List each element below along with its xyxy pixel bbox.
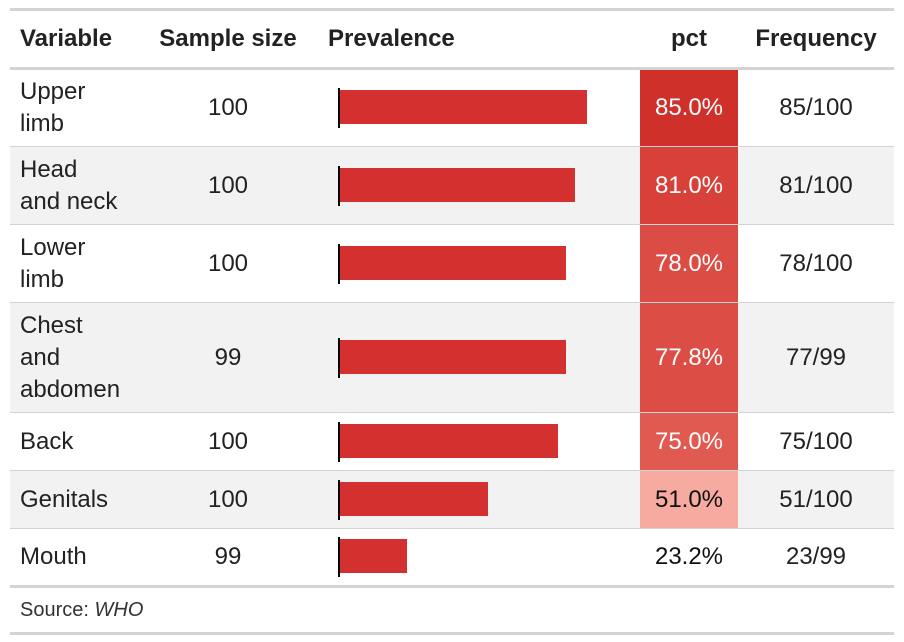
cell-variable: Upper limb xyxy=(10,68,138,147)
variable-label-line: and neck xyxy=(20,187,118,215)
prevalence-bar xyxy=(340,423,558,458)
prevalence-bar-track xyxy=(338,337,628,378)
variable-label-line: Head xyxy=(20,155,78,183)
variable-label-line: Mouth xyxy=(20,543,87,570)
prevalence-bar xyxy=(340,167,575,202)
bar-baseline xyxy=(338,479,340,520)
cell-variable: Chest and abdomen xyxy=(10,302,138,413)
cell-pct: 51.0% xyxy=(640,470,738,529)
cell-sample-size: 99 xyxy=(138,528,318,587)
cell-frequency: 85/100 xyxy=(738,68,894,147)
prevalence-bar-track xyxy=(338,243,628,284)
cell-pct: 75.0% xyxy=(640,412,738,471)
cell-prevalence xyxy=(318,68,640,147)
cell-frequency: 75/100 xyxy=(738,412,894,471)
cell-frequency: 78/100 xyxy=(738,224,894,303)
cell-frequency: 81/100 xyxy=(738,146,894,225)
cell-prevalence xyxy=(318,302,640,413)
source-prefix: Source: xyxy=(20,599,89,621)
prevalence-bar-track xyxy=(338,479,628,520)
variable-label-line: Genitals xyxy=(20,485,109,513)
variable-label-line: limb xyxy=(20,265,65,293)
table-row: Upper limb 100 85.0% 85/100 xyxy=(10,68,894,147)
column-header-sample-size: Sample size xyxy=(159,25,297,52)
prevalence-bar-track xyxy=(338,165,628,206)
cell-variable: Genitals xyxy=(10,470,138,529)
source-note: Source: WHO xyxy=(10,585,894,635)
prevalence-bar xyxy=(340,245,566,280)
source-row: Source: WHO xyxy=(10,585,894,635)
variable-label-line: and xyxy=(20,343,61,371)
cell-pct: 81.0% xyxy=(640,146,738,225)
cell-variable: Head and neck xyxy=(10,146,138,225)
cell-sample-size: 100 xyxy=(138,224,318,303)
bar-baseline xyxy=(338,165,340,206)
cell-sample-size: 100 xyxy=(138,146,318,225)
cell-frequency: 77/99 xyxy=(738,302,894,413)
table-row: Chest and abdomen 99 77.8% 77/99 xyxy=(10,302,894,413)
cell-prevalence xyxy=(318,470,640,529)
cell-prevalence xyxy=(318,412,640,471)
prevalence-bar-track xyxy=(338,537,628,577)
cell-pct: 23.2% xyxy=(640,528,738,587)
column-header-prevalence: Prevalence xyxy=(328,25,455,52)
bar-baseline xyxy=(338,337,340,378)
cell-variable: Mouth xyxy=(10,528,138,587)
variable-label-line: limb xyxy=(20,110,65,137)
cell-pct: 78.0% xyxy=(640,224,738,303)
variable-label-line: Upper xyxy=(20,78,86,105)
variable-label-line: Chest xyxy=(20,311,83,339)
prevalence-bar-track xyxy=(338,421,628,462)
header-row: Variable Sample size Prevalence pct Freq… xyxy=(10,9,894,69)
cell-prevalence xyxy=(318,224,640,303)
cell-sample-size: 100 xyxy=(138,470,318,529)
table-body: Upper limb 100 85.0% 85/100 Head and neck 100 81… xyxy=(10,68,894,587)
prevalence-table-container: Variable Sample size Prevalence pct Freq… xyxy=(10,8,894,635)
table-row: Genitals 100 51.0% 51/100 xyxy=(10,470,894,529)
cell-prevalence xyxy=(318,146,640,225)
variable-label-line: abdomen xyxy=(20,375,121,403)
variable-label-line: Back xyxy=(20,427,74,455)
column-header-frequency: Frequency xyxy=(755,25,877,52)
prevalence-bar xyxy=(340,539,407,573)
prevalence-bar xyxy=(340,339,566,374)
cell-sample-size: 100 xyxy=(138,412,318,471)
cell-variable: Back xyxy=(10,412,138,471)
cell-prevalence xyxy=(318,528,640,587)
bar-baseline xyxy=(338,537,340,577)
table-row: Head and neck 100 81.0% 81/100 xyxy=(10,146,894,225)
bar-baseline xyxy=(338,421,340,462)
prevalence-table: Variable Sample size Prevalence pct Freq… xyxy=(10,8,894,635)
cell-frequency: 23/99 xyxy=(738,528,894,587)
prevalence-bar xyxy=(340,90,587,124)
bar-baseline xyxy=(338,88,340,128)
table-row: Mouth 99 23.2% 23/99 xyxy=(10,528,894,587)
cell-sample-size: 99 xyxy=(138,302,318,413)
column-header-pct: pct xyxy=(671,25,707,52)
column-header-variable: Variable xyxy=(20,25,113,52)
cell-pct: 77.8% xyxy=(640,302,738,413)
cell-pct: 85.0% xyxy=(640,68,738,147)
table-row: Lower limb 100 78.0% 78/100 xyxy=(10,224,894,303)
cell-variable: Lower limb xyxy=(10,224,138,303)
cell-sample-size: 100 xyxy=(138,68,318,147)
prevalence-bar-track xyxy=(338,88,628,128)
cell-frequency: 51/100 xyxy=(738,470,894,529)
bar-baseline xyxy=(338,243,340,284)
prevalence-bar xyxy=(340,481,488,516)
variable-label-line: Lower xyxy=(20,233,86,261)
source-name: WHO xyxy=(94,599,144,621)
table-row: Back 100 75.0% 75/100 xyxy=(10,412,894,471)
